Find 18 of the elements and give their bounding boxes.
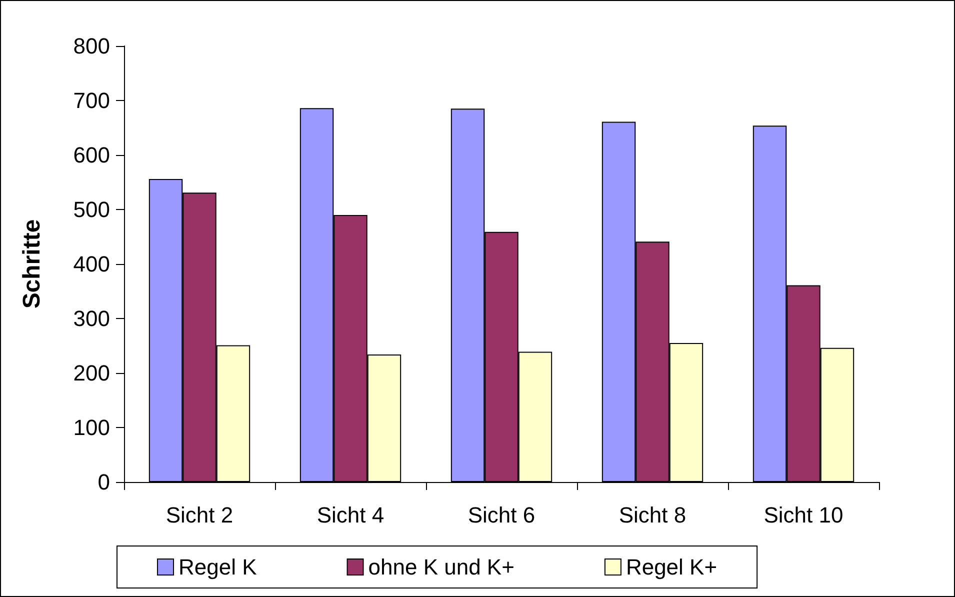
legend-label: Regel K+ [626,554,718,580]
legend-label: ohne K und K+ [368,554,514,580]
y-tick-label: 100 [73,415,110,440]
x-tick-label: Sicht 6 [468,502,536,528]
y-axis-title: Schritte [18,219,46,309]
legend-label: Regel K [178,554,258,580]
y-tick-label: 600 [73,142,110,168]
y-tick-label: 0 [98,470,110,494]
y-tick-label: 500 [73,197,110,222]
x-tick-label: Sicht 2 [166,502,234,528]
x-tick-label: Sicht 10 [764,502,844,528]
x-tick-label: Sicht 8 [618,502,686,528]
y-tick-label: 400 [73,252,110,276]
y-tick-label: 700 [73,88,110,113]
y-tick-label: 200 [73,360,110,386]
x-tick-label: Sicht 4 [316,502,384,528]
y-tick-label: 300 [73,306,110,331]
y-tick-label: 800 [73,34,110,58]
